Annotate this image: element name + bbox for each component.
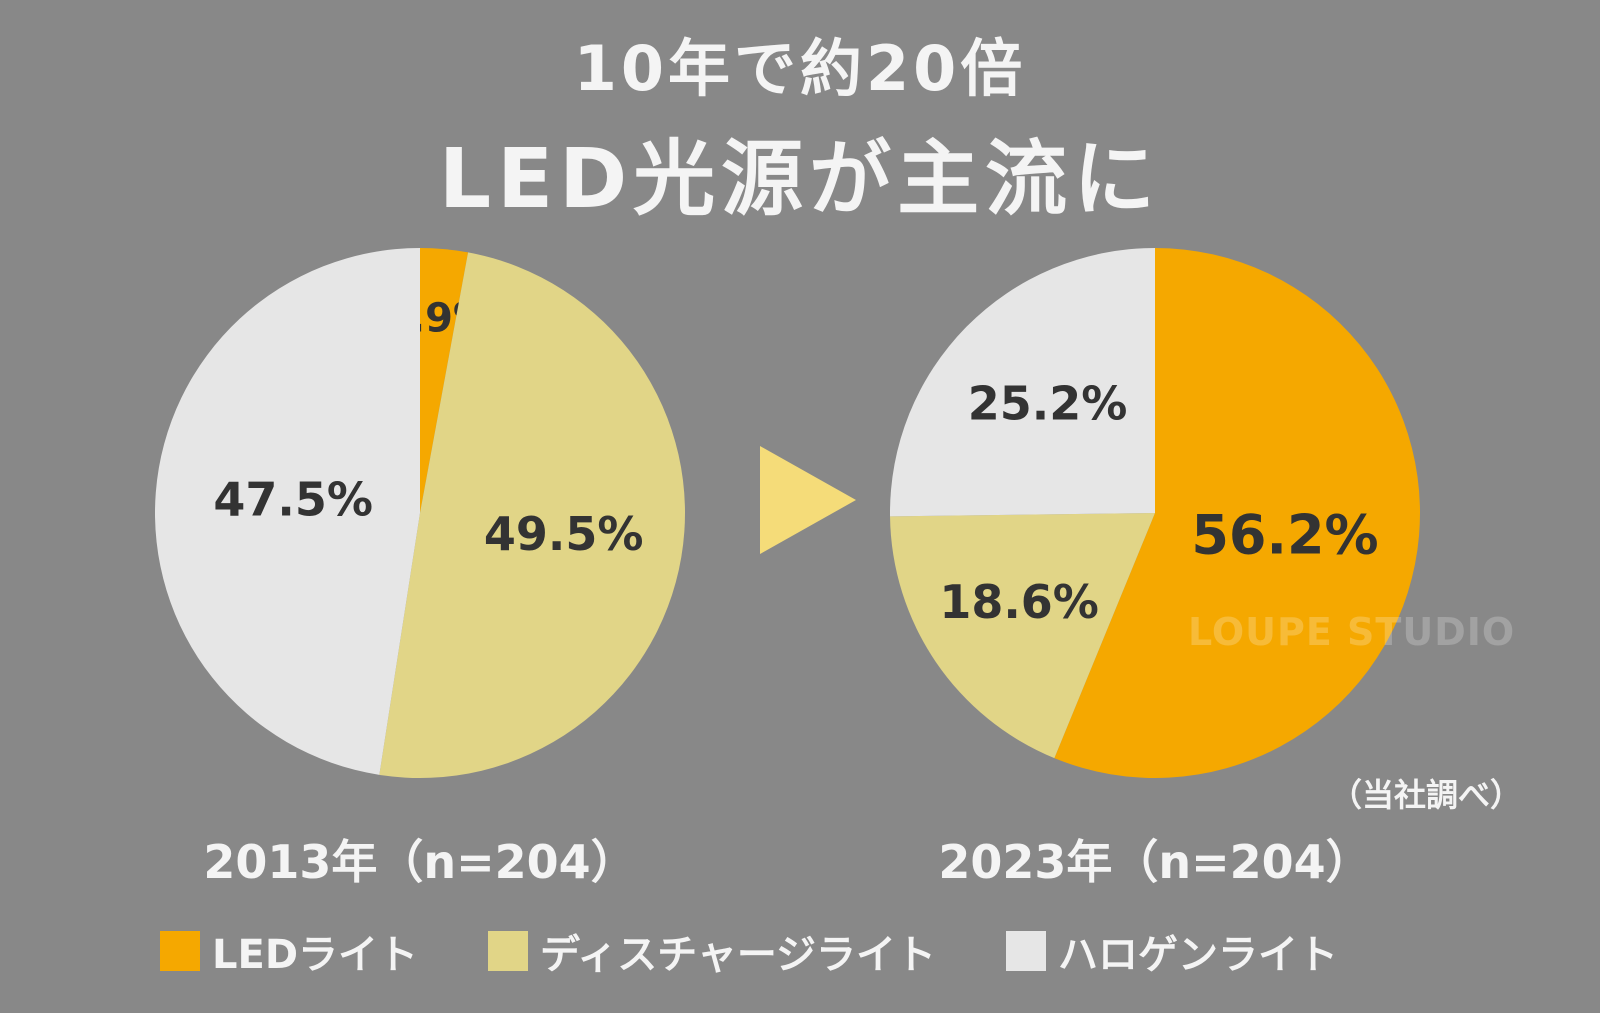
headline-line-2: LED光源が主流に [438, 132, 1162, 227]
legend-swatch-led [160, 931, 200, 971]
pie-chart-2013: 2.9%49.5%47.5% [154, 248, 686, 779]
legend-swatch-discharge [488, 931, 529, 971]
legend-swatch-halogen [1006, 931, 1047, 971]
arrow-right-icon [760, 446, 856, 554]
pie-slice-2023-led [1054, 248, 1421, 778]
chart-2013-label: 2013年（n=204） [203, 835, 637, 889]
legend-label-halogen: ハロゲンライト [1058, 932, 1339, 978]
pie-slice-2013-discharge [379, 252, 686, 779]
legend-item-led: LEDライト [160, 922, 418, 980]
legend-label-led: LEDライト [212, 932, 419, 978]
slice-label-2023-led: 56.2% [1191, 503, 1378, 566]
legend: LEDライト ディスチャージライト ハロゲンライト [160, 922, 1408, 980]
legend-label-discharge: ディスチャージライト [540, 932, 937, 978]
pie-slice-2013-led [420, 248, 469, 513]
source-note: （当社調べ） [1330, 776, 1523, 814]
slice-label-2023-discharge: 18.6% [939, 575, 1099, 629]
pie-slice-2023-halogen [890, 248, 1155, 517]
slice-label-2013-halogen: 47.5% [213, 473, 373, 527]
pie-slice-2023-discharge [890, 513, 1155, 759]
legend-item-discharge: ディスチャージライト [488, 922, 936, 980]
slice-label-2023-halogen: 25.2% [968, 376, 1128, 430]
pie-chart-2023: 56.2% 18.6% 25.2% [890, 248, 1421, 778]
chart-2023-label: 2023年（n=204） [938, 835, 1372, 889]
pie-slice-2013-halogen [154, 248, 421, 775]
legend-item-halogen: ハロゲンライト [1006, 922, 1338, 980]
watermark-logo: LOUPE STUDIO [1188, 610, 1516, 654]
slice-label-2013-discharge: 49.5% [484, 507, 644, 561]
headline-line-1: 10年で約20倍 [573, 32, 1027, 105]
